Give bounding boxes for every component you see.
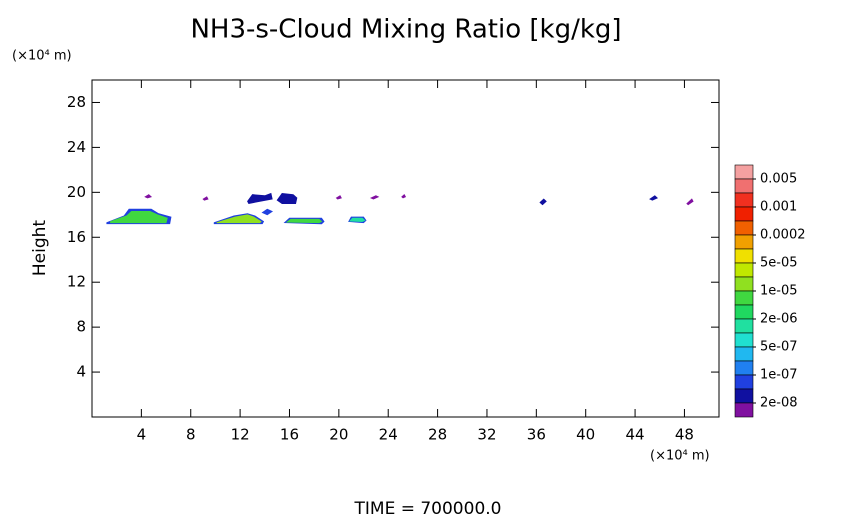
x-tick-label: 4 <box>137 426 147 444</box>
x-tick-label: 44 <box>626 426 645 444</box>
contour-region <box>401 193 407 199</box>
colorbar-swatch <box>734 388 754 404</box>
contour-region <box>369 195 380 200</box>
chart-title: NH3-s-Cloud Mixing Ratio [kg/kg] <box>190 15 621 45</box>
colorbar-label: 1e-07 <box>760 368 798 383</box>
y-tick-label: 20 <box>67 183 86 201</box>
contour-region <box>216 214 262 224</box>
colorbar-swatch <box>734 220 754 236</box>
contour-region <box>686 198 694 206</box>
colorbar-swatch <box>734 304 754 320</box>
colorbar-swatch <box>734 290 754 306</box>
colorbar-swatch <box>734 318 754 334</box>
colorbar-swatch <box>734 234 754 250</box>
y-tick-label: 24 <box>67 138 86 156</box>
colorbar-swatch <box>734 346 754 362</box>
colorbar-swatch <box>734 332 754 348</box>
plot-frame <box>91 79 720 418</box>
colorbar-swatch <box>734 402 754 418</box>
y-axis-label: Height <box>30 220 50 277</box>
x-tick-label: 24 <box>379 426 398 444</box>
colorbar-label: 5e-07 <box>760 340 798 355</box>
x-tick-label: 48 <box>675 426 694 444</box>
colorbar-swatch <box>734 192 754 208</box>
colorbar-swatch <box>734 178 754 194</box>
y-tick-label: 12 <box>67 273 86 291</box>
contour-region <box>247 192 273 205</box>
contour-region <box>144 194 153 199</box>
x-tick-label: 32 <box>477 426 496 444</box>
y-tick-label: 28 <box>67 93 86 111</box>
colorbar-swatch <box>734 360 754 376</box>
x-tick-label: 20 <box>329 426 348 444</box>
colorbar-swatch <box>734 262 754 278</box>
x-tick-label: 16 <box>280 426 299 444</box>
contour-region <box>276 193 298 204</box>
x-unit: (×10⁴ m) <box>650 449 710 464</box>
x-tick-label: 28 <box>428 426 447 444</box>
colorbar-label: 5e-05 <box>760 256 798 271</box>
contour-region <box>261 208 274 216</box>
colorbar-swatch <box>734 248 754 264</box>
colorbar-swatch <box>734 206 754 222</box>
x-tick-label: 36 <box>527 426 546 444</box>
x-tick-label: 12 <box>231 426 250 444</box>
contour-region <box>349 217 366 222</box>
x-tick-label: 40 <box>576 426 595 444</box>
y-tick-label: 16 <box>67 228 86 246</box>
colorbar-swatch <box>734 276 754 292</box>
colorbar-swatch <box>734 374 754 390</box>
contour-region <box>202 196 209 201</box>
y-tick-label: 4 <box>76 363 86 381</box>
colorbar-swatch <box>734 164 754 180</box>
colorbar-label: 1e-05 <box>760 284 798 299</box>
colorbar-label: 2e-06 <box>760 312 798 327</box>
contour-region <box>110 211 168 224</box>
colorbar-label: 0.005 <box>760 172 797 187</box>
contour-region <box>539 198 547 206</box>
contour-region <box>649 195 659 201</box>
contour-region <box>285 218 323 224</box>
colorbar-label: 0.0002 <box>760 228 806 243</box>
x-tick-label: 8 <box>186 426 196 444</box>
colorbar-label: 2e-08 <box>760 396 798 411</box>
footer: TIME = 700000.0 <box>354 499 502 519</box>
y-tick-label: 8 <box>76 318 86 336</box>
y-unit: (×10⁴ m) <box>12 49 72 64</box>
contour-region <box>335 195 342 200</box>
colorbar-label: 0.001 <box>760 200 797 215</box>
